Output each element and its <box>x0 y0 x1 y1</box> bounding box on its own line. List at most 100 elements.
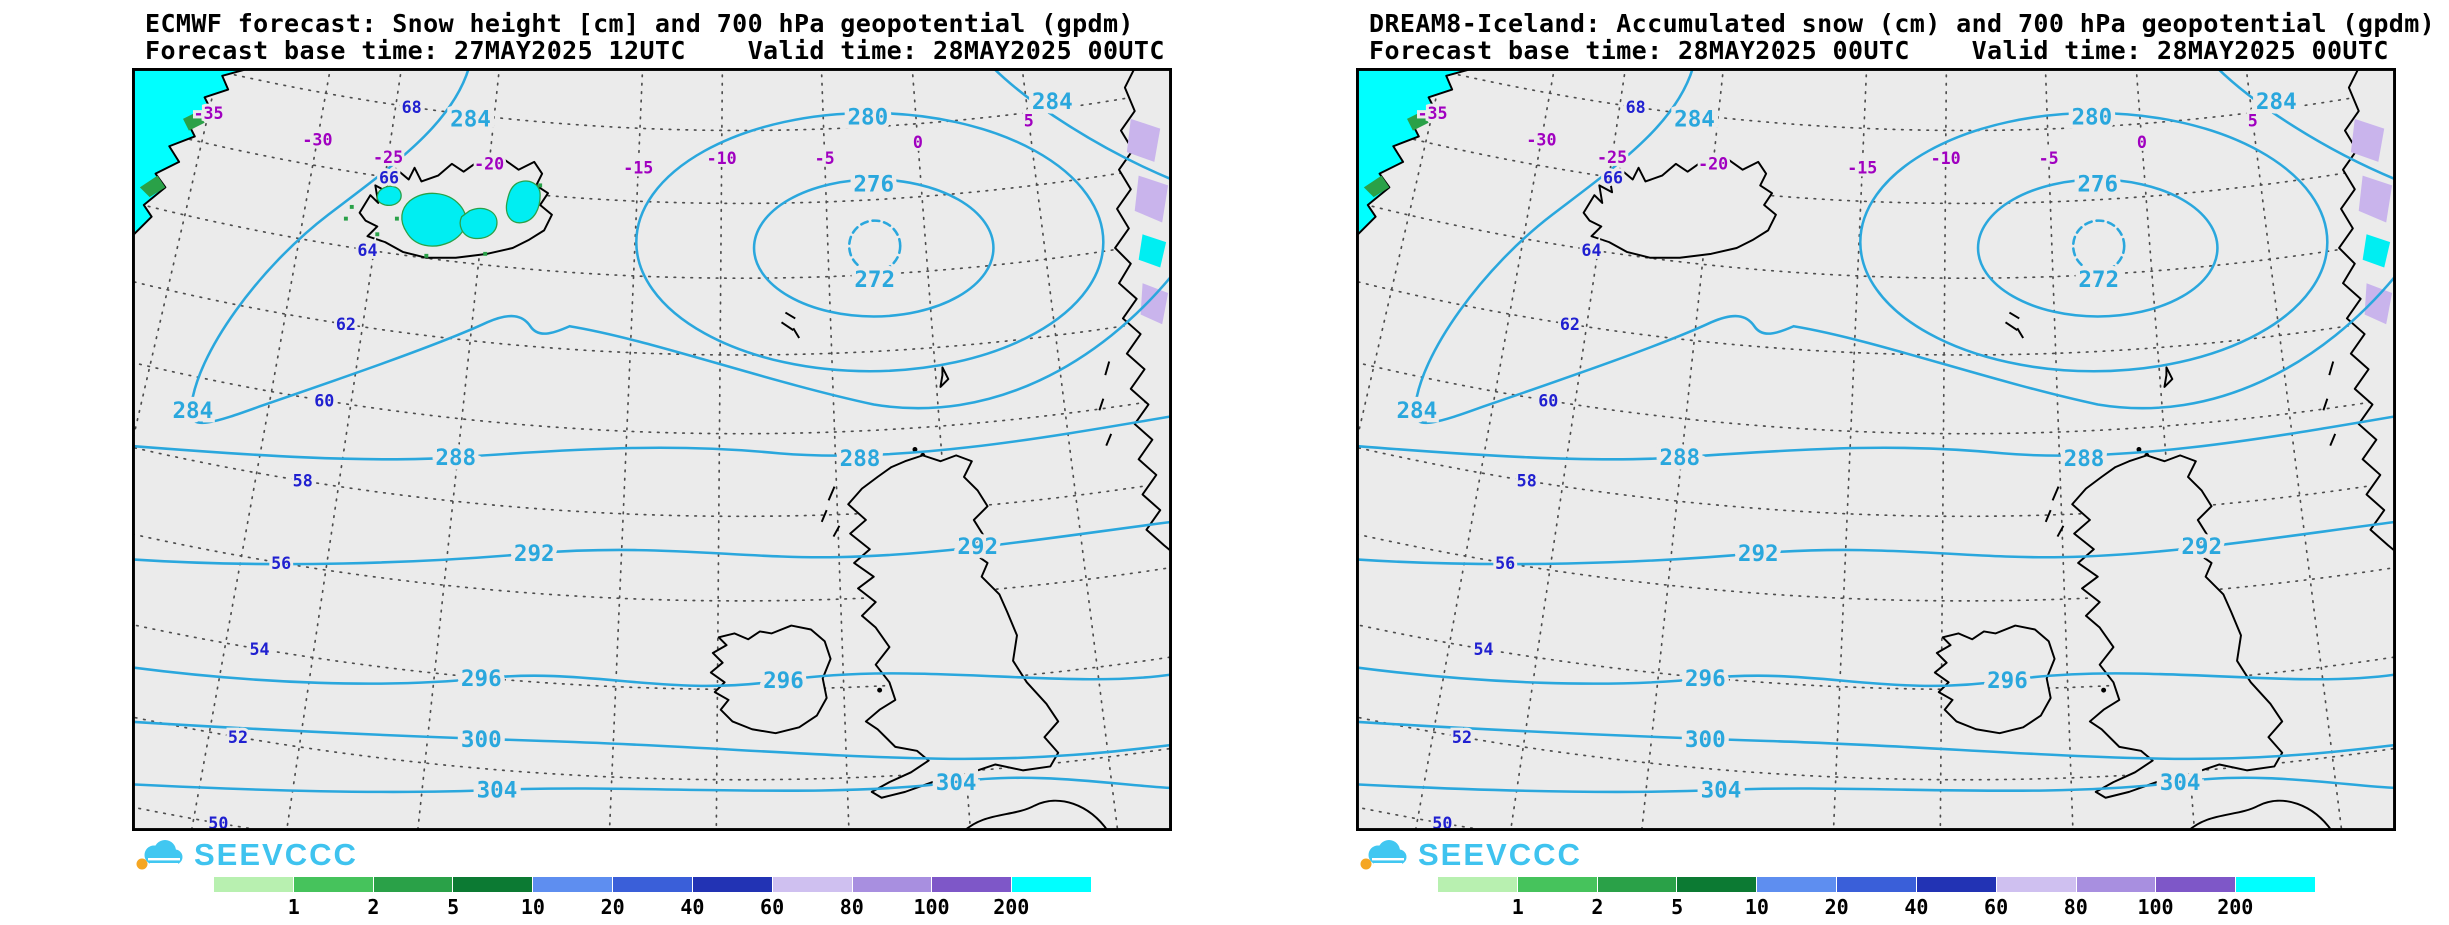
latitude-labels: 68 66 64 62 60 58 56 54 52 50 <box>1429 95 1648 831</box>
svg-text:50: 50 <box>1432 814 1452 831</box>
svg-text:-10: -10 <box>707 149 737 168</box>
svg-text:-15: -15 <box>623 159 653 178</box>
seevccc-logo: SEEVCCC <box>1356 833 2448 877</box>
svg-text:284: 284 <box>1396 398 1437 424</box>
seevccc-logo: SEEVCCC <box>132 833 1224 877</box>
svg-text:-25: -25 <box>373 148 403 167</box>
panel-title-line1: ECMWF forecast: Snow height [cm] and 700… <box>145 9 1134 38</box>
coastlines <box>1356 68 2396 831</box>
colorbar-segment <box>2156 877 2237 892</box>
color-scale-segments <box>1438 877 2315 892</box>
svg-text:292: 292 <box>957 534 998 560</box>
colorbar-label: 5 <box>447 895 460 919</box>
colorbar-label: 2 <box>367 895 380 919</box>
svg-text:52: 52 <box>228 728 248 747</box>
map-root: 284 280 276 272 284 288 288 292 292 296 296 300 304 3… <box>1356 68 2396 831</box>
svg-text:292: 292 <box>514 541 555 567</box>
svg-text:300: 300 <box>1685 727 1726 753</box>
svg-text:-5: -5 <box>2039 149 2059 168</box>
contour-labels: 284 280 276 272 284 288 288 292 292 296 296 300 304 3… <box>1392 85 2301 808</box>
colorbar-segment <box>1757 877 1838 892</box>
svg-text:54: 54 <box>1474 640 1494 659</box>
svg-text:62: 62 <box>1560 315 1580 334</box>
colorbar-label: 200 <box>2217 895 2254 919</box>
colorbar-segment <box>1677 877 1758 892</box>
panel-header: DREAM8-Iceland: Accumulated snow (cm) an… <box>1224 0 2448 64</box>
colorbar-label: 60 <box>1984 895 2009 919</box>
colorbar-segment <box>932 877 1013 892</box>
panel-footer: SEEVCCC 1 2 5 10 20 40 60 80 100 200 <box>1356 833 2448 919</box>
svg-text:54: 54 <box>250 640 270 659</box>
svg-text:304: 304 <box>477 778 518 804</box>
svg-text:-10: -10 <box>1931 149 1961 168</box>
svg-text:280: 280 <box>847 105 888 131</box>
colorbar-segment <box>373 877 454 892</box>
svg-text:272: 272 <box>854 267 895 293</box>
colorbar-segment <box>692 877 773 892</box>
logo-text: SEEVCCC <box>194 837 358 872</box>
svg-text:280: 280 <box>2071 105 2112 131</box>
colorbar-segment <box>533 877 614 892</box>
color-scale-segments <box>214 877 1091 892</box>
colorbar-segment <box>1916 877 1997 892</box>
colorbar-label: 80 <box>2063 895 2088 919</box>
svg-text:-30: -30 <box>1526 130 1556 149</box>
svg-text:288: 288 <box>435 445 476 471</box>
svg-text:-35: -35 <box>1417 104 1447 123</box>
colorbar-label: 60 <box>760 895 785 919</box>
contour-labels: 284 280 276 272 284 288 288 292 292 296 296 300 304 3… <box>168 85 1077 808</box>
svg-text:-15: -15 <box>1847 159 1877 178</box>
svg-text:296: 296 <box>1685 666 1726 692</box>
svg-text:0: 0 <box>2137 133 2147 152</box>
snow-color-scale: 1 2 5 10 20 40 60 80 100 200 <box>1438 877 2315 919</box>
colorbar-segment <box>1517 877 1598 892</box>
svg-text:5: 5 <box>1024 112 1034 131</box>
snow-shading-iceland <box>343 180 543 258</box>
colorbar-segment <box>293 877 374 892</box>
colorbar-segment <box>613 877 693 892</box>
colorbar-segment <box>1012 877 1091 892</box>
svg-text:284: 284 <box>1674 107 1715 133</box>
panel-dream8: DREAM8-Iceland: Accumulated snow (cm) an… <box>1224 0 2448 925</box>
svg-text:-20: -20 <box>1698 155 1728 174</box>
colorbar-label: 10 <box>520 895 545 919</box>
svg-text:304: 304 <box>2160 770 2201 796</box>
coastlines <box>132 68 1172 831</box>
colorbar-label: 2 <box>1591 895 1604 919</box>
svg-text:276: 276 <box>2077 171 2118 197</box>
colorbar-label: 100 <box>2137 895 2174 919</box>
svg-text:56: 56 <box>271 554 291 573</box>
color-scale-labels: 1 2 5 10 20 40 60 80 100 200 <box>1438 892 2315 919</box>
svg-text:272: 272 <box>2078 267 2119 293</box>
svg-text:288: 288 <box>840 446 881 472</box>
colorbar-segment <box>2076 877 2157 892</box>
longitude-labels: -35 -30 -25 -20 -15 -10 -5 0 5 <box>191 101 1037 181</box>
colorbar-label: 20 <box>1824 895 1849 919</box>
svg-text:66: 66 <box>379 168 399 187</box>
svg-text:66: 66 <box>1603 168 1623 187</box>
geopotential-contours <box>132 68 1172 794</box>
svg-text:58: 58 <box>1517 472 1537 491</box>
colorbar-segment <box>852 877 933 892</box>
colorbar-segment <box>1837 877 1917 892</box>
panel-header: ECMWF forecast: Snow height [cm] and 700… <box>0 0 1224 64</box>
colorbar-segment <box>772 877 853 892</box>
svg-text:284: 284 <box>2256 89 2297 115</box>
svg-text:0: 0 <box>913 133 923 152</box>
snow-color-scale: 1 2 5 10 20 40 60 80 100 200 <box>214 877 1091 919</box>
panel-title-line1: DREAM8-Iceland: Accumulated snow (cm) an… <box>1369 9 2436 38</box>
colorbar-segment <box>453 877 534 892</box>
colorbar-label: 20 <box>600 895 625 919</box>
svg-text:68: 68 <box>1626 98 1646 117</box>
panel-ecmwf: ECMWF forecast: Snow height [cm] and 700… <box>0 0 1224 925</box>
svg-text:52: 52 <box>1452 728 1472 747</box>
svg-text:5: 5 <box>2248 112 2258 131</box>
panel-title-line2: Forecast base time: 28MAY2025 00UTC Vali… <box>1369 36 2389 65</box>
cloud-logo-icon <box>1360 840 1407 870</box>
colorbar-segment <box>1996 877 2077 892</box>
colorbar-segment <box>1438 877 1518 892</box>
colorbar-label: 40 <box>680 895 705 919</box>
svg-text:60: 60 <box>1538 391 1558 410</box>
longitude-labels: -35 -30 -25 -20 -15 -10 -5 0 5 <box>1415 101 2261 181</box>
svg-text:276: 276 <box>853 171 894 197</box>
